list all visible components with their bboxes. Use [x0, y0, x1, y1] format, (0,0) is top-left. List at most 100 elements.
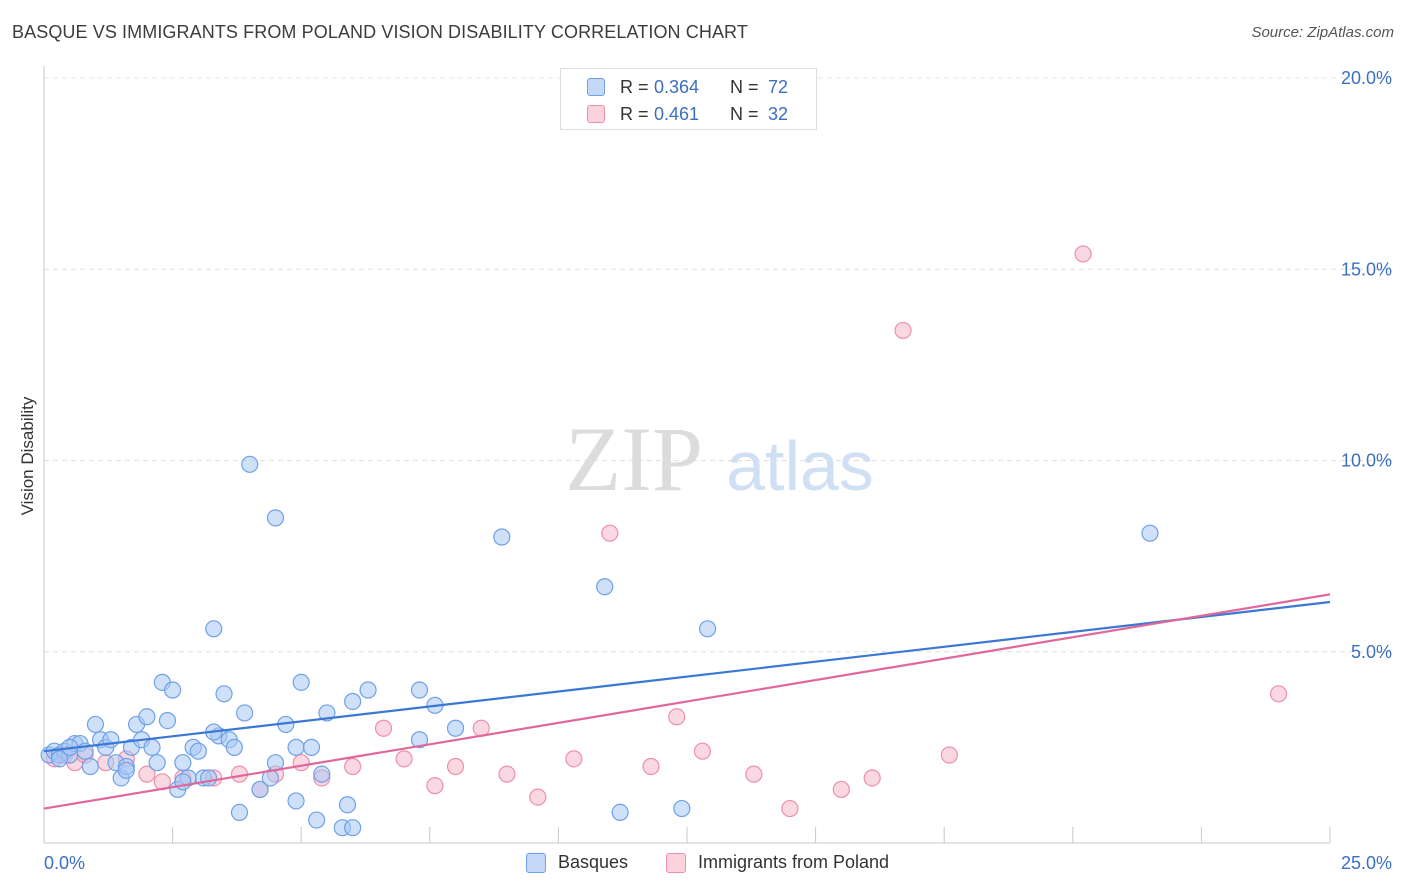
basques-point	[251, 780, 269, 799]
series-legend: Basques Immigrants from Poland	[0, 852, 1406, 878]
basques-point	[81, 757, 99, 776]
basques-point	[596, 578, 614, 596]
legend-r-label: R =	[620, 103, 649, 124]
basques-point	[410, 681, 429, 699]
poland-point	[745, 765, 763, 783]
poland-point	[894, 321, 912, 340]
basques-point	[164, 681, 182, 699]
basques-point	[236, 704, 254, 722]
trend-lines	[43, 593, 1331, 810]
series-immigrants-from-poland-points	[45, 245, 1288, 818]
legend-r-label: R =	[620, 76, 649, 97]
basques-point	[138, 708, 156, 726]
legend-n-value: 32	[768, 103, 789, 124]
basques-point	[230, 803, 249, 822]
basques-point	[338, 796, 357, 814]
legend-n-value: 72	[768, 76, 789, 97]
basques-point	[215, 685, 233, 703]
basques-point	[266, 509, 285, 527]
basques-point	[446, 719, 465, 737]
basques-point	[86, 715, 105, 734]
correlation-legend: R = 0.364 N = 72 R = 0.461 N = 32	[560, 68, 817, 130]
basques-point	[302, 738, 321, 756]
basques-point	[158, 711, 177, 730]
y-tick-label: 5.0%	[1351, 642, 1392, 662]
poland-point	[138, 765, 156, 783]
basques-point	[410, 731, 429, 749]
poland-point	[1074, 245, 1092, 263]
legend-r-value: 0.461	[654, 103, 700, 124]
basques-point	[225, 738, 243, 756]
basques-point	[673, 799, 691, 818]
legend-label-basques: Basques	[558, 852, 629, 872]
legend-item-basques: Basques	[526, 852, 628, 873]
series-basques-points	[40, 455, 1159, 837]
legend-row-poland: R = 0.461 N = 32	[587, 102, 788, 126]
poland-point	[940, 746, 958, 764]
basques-point	[287, 792, 305, 810]
basques-point	[117, 761, 135, 779]
legend-swatch-poland	[587, 105, 605, 123]
grid-lines	[44, 77, 1394, 653]
basques-point	[200, 769, 218, 787]
basques-point	[308, 811, 326, 829]
legend-n-label: N =	[730, 76, 759, 97]
basques-point	[292, 673, 310, 691]
poland-point	[642, 757, 660, 776]
poland-point	[344, 757, 362, 776]
basques-point	[241, 455, 259, 473]
poland-point	[668, 708, 686, 726]
basques-point	[344, 819, 362, 837]
poland-point	[1269, 685, 1288, 703]
legend-swatch-basques	[526, 852, 546, 873]
y-tick-label: 10.0%	[1341, 451, 1392, 471]
basques-point	[189, 742, 207, 760]
x-tick-label: 25.0%	[1341, 853, 1392, 873]
poland-point	[426, 777, 444, 795]
basques-point	[313, 765, 331, 783]
legend-swatch-basques	[587, 78, 605, 96]
poland-point	[863, 769, 881, 787]
poland-point	[446, 757, 465, 776]
poland-point	[292, 754, 310, 772]
axes	[43, 66, 1331, 844]
basques-point	[359, 681, 377, 699]
poland-point	[374, 719, 393, 737]
poland-point	[565, 750, 583, 768]
basques-point	[148, 754, 166, 772]
y-tick-label: 15.0%	[1341, 259, 1392, 279]
basques-point	[1141, 524, 1159, 542]
legend-label-poland: Immigrants from Poland	[698, 852, 890, 872]
y-tick-label: 20.0%	[1341, 68, 1392, 88]
basques-point	[698, 620, 717, 638]
basques-point	[287, 738, 305, 756]
poland-point	[693, 742, 712, 760]
basques-point	[174, 754, 192, 772]
basques-trend-line	[43, 600, 1331, 753]
chart-title: BASQUE VS IMMIGRANTS FROM POLAND VISION …	[12, 22, 748, 42]
x-tick-label: 0.0%	[44, 853, 85, 873]
poland-trend-line	[43, 593, 1331, 810]
legend-r-value: 0.364	[654, 76, 700, 97]
basques-point	[143, 738, 161, 756]
poland-point	[529, 788, 547, 806]
basques-point	[205, 620, 223, 638]
legend-n-label: N =	[730, 103, 759, 124]
legend-item-poland: Immigrants from Poland	[666, 852, 889, 873]
basques-point	[611, 803, 629, 822]
watermark-atlas: atlas	[726, 427, 874, 505]
poland-point	[781, 799, 799, 818]
poland-point	[832, 780, 850, 799]
watermark: ZIP atlas	[565, 408, 874, 510]
tick-labels: 5.0% 10.0% 15.0% 20.0% 0.0% 25.0%	[44, 68, 1392, 873]
poland-point	[395, 750, 413, 768]
poland-point	[498, 765, 516, 783]
basques-point	[493, 528, 511, 546]
chart-source: Source: ZipAtlas.com	[1251, 24, 1394, 41]
basques-point	[102, 731, 120, 749]
watermark-zip: ZIP	[565, 408, 703, 510]
legend-swatch-poland	[666, 852, 686, 873]
basques-point	[344, 692, 362, 711]
basques-point	[50, 750, 69, 768]
